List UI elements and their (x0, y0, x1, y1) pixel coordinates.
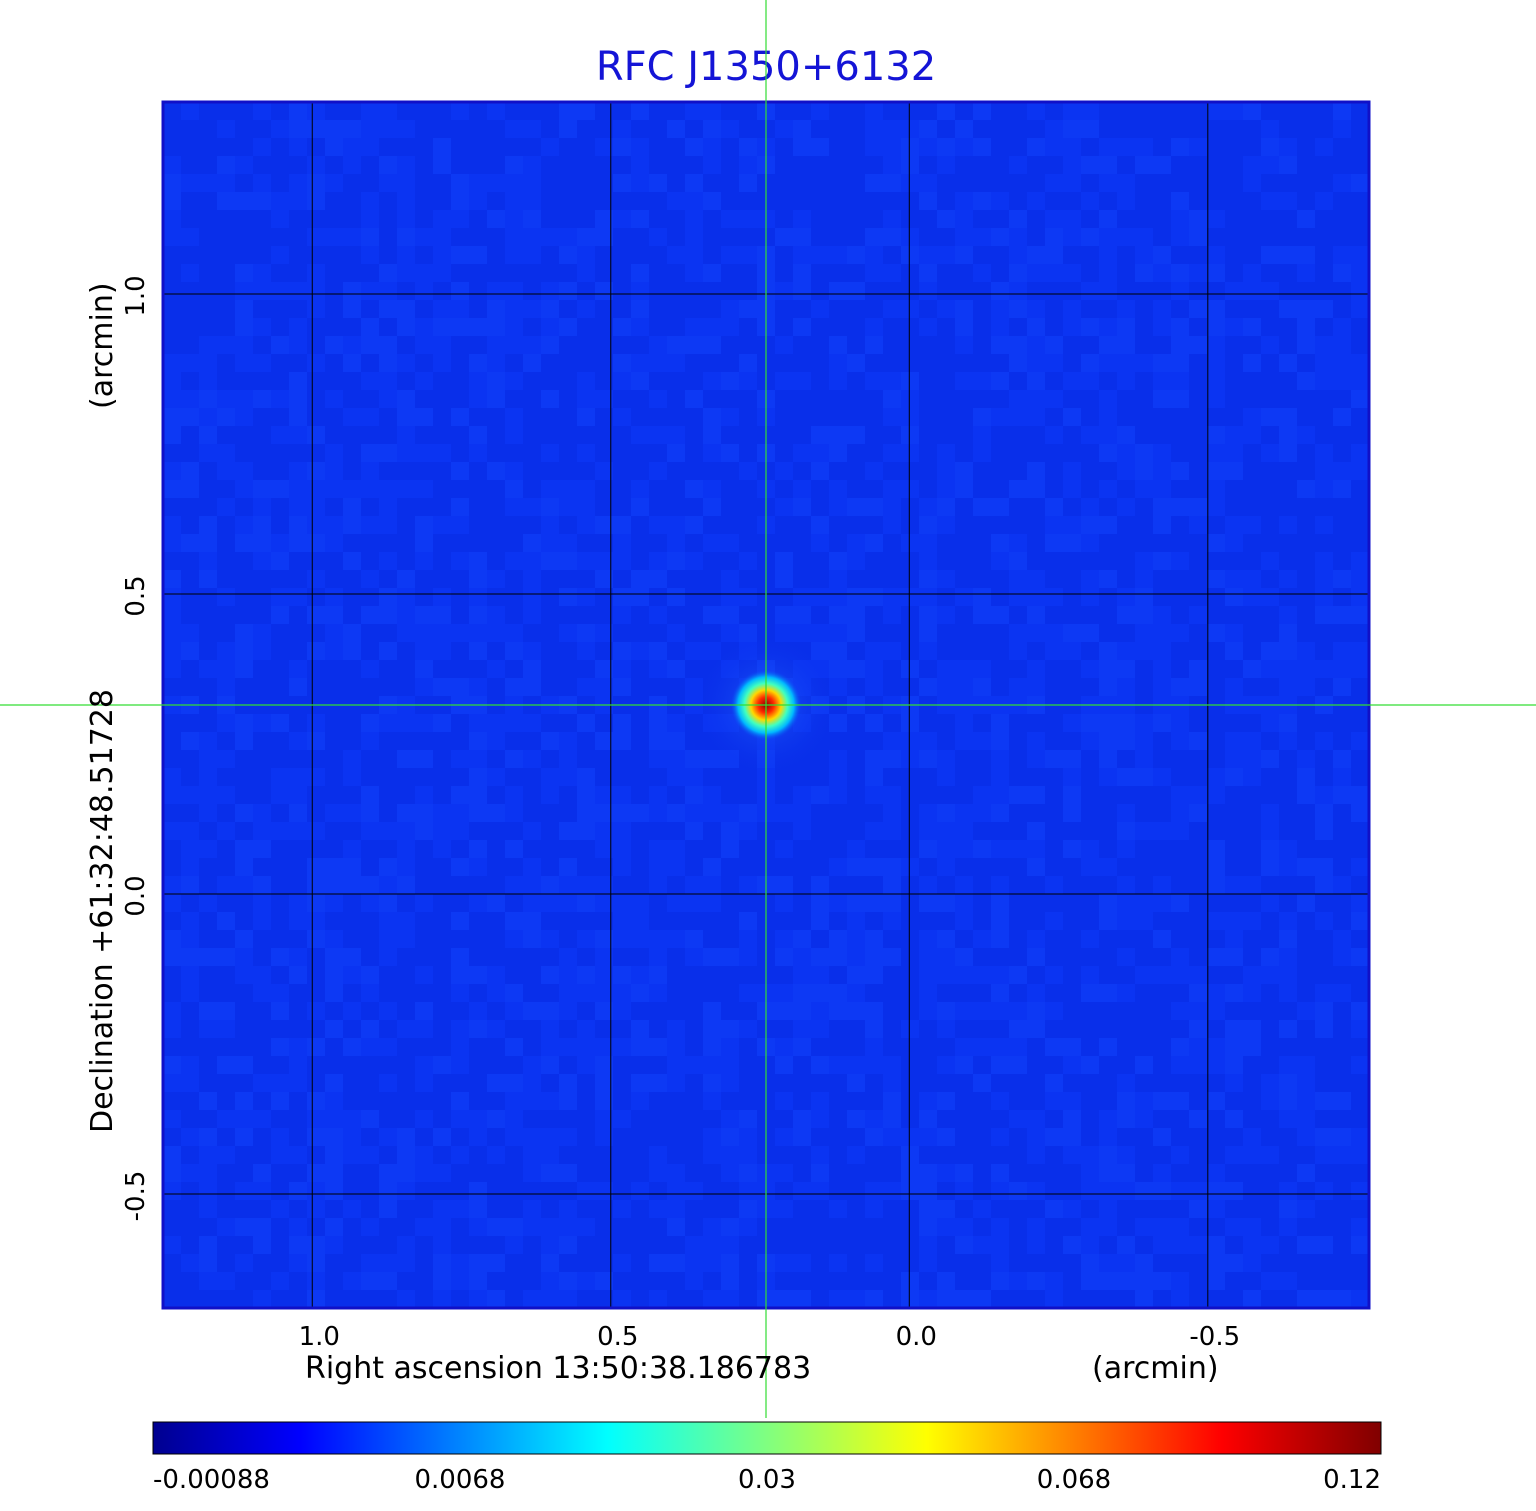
y-axis-ticks: 1.0 0.5 0.0 -0.5 (121, 275, 151, 1221)
colorbar-tick-label: 0.03 (738, 1465, 796, 1495)
y-tick-label: -0.5 (121, 1171, 151, 1222)
colorbar-tick-label: -0.00088 (153, 1465, 270, 1495)
colorbar (152, 1421, 1382, 1455)
x-tick-label: 0.5 (597, 1322, 638, 1352)
x-tick-label: -0.5 (1189, 1322, 1240, 1352)
colorbar-tick-label: 0.12 (1323, 1465, 1381, 1495)
noise-texture (163, 102, 1369, 1308)
colorbar-tick-label: 0.0068 (415, 1465, 506, 1495)
x-axis-ticks: 1.0 0.5 0.0 -0.5 (299, 1322, 1241, 1352)
colorbar-ticks: -0.00088 0.0068 0.03 0.068 0.12 (153, 1465, 1381, 1495)
y-axis-unit: (arcmin) (85, 282, 120, 409)
x-axis-unit: (arcmin) (1092, 1351, 1219, 1386)
y-tick-label: 0.0 (121, 875, 151, 916)
y-tick-label: 0.5 (121, 575, 151, 616)
y-tick-label: 1.0 (121, 275, 151, 316)
y-axis-label: Declination +61:32:48.51728 (85, 689, 120, 1133)
x-axis-label: Right ascension 13:50:38.186783 (305, 1351, 811, 1386)
colorbar-tick-label: 0.068 (1037, 1465, 1111, 1495)
x-tick-label: 1.0 (299, 1322, 340, 1352)
x-tick-label: 0.0 (896, 1322, 937, 1352)
